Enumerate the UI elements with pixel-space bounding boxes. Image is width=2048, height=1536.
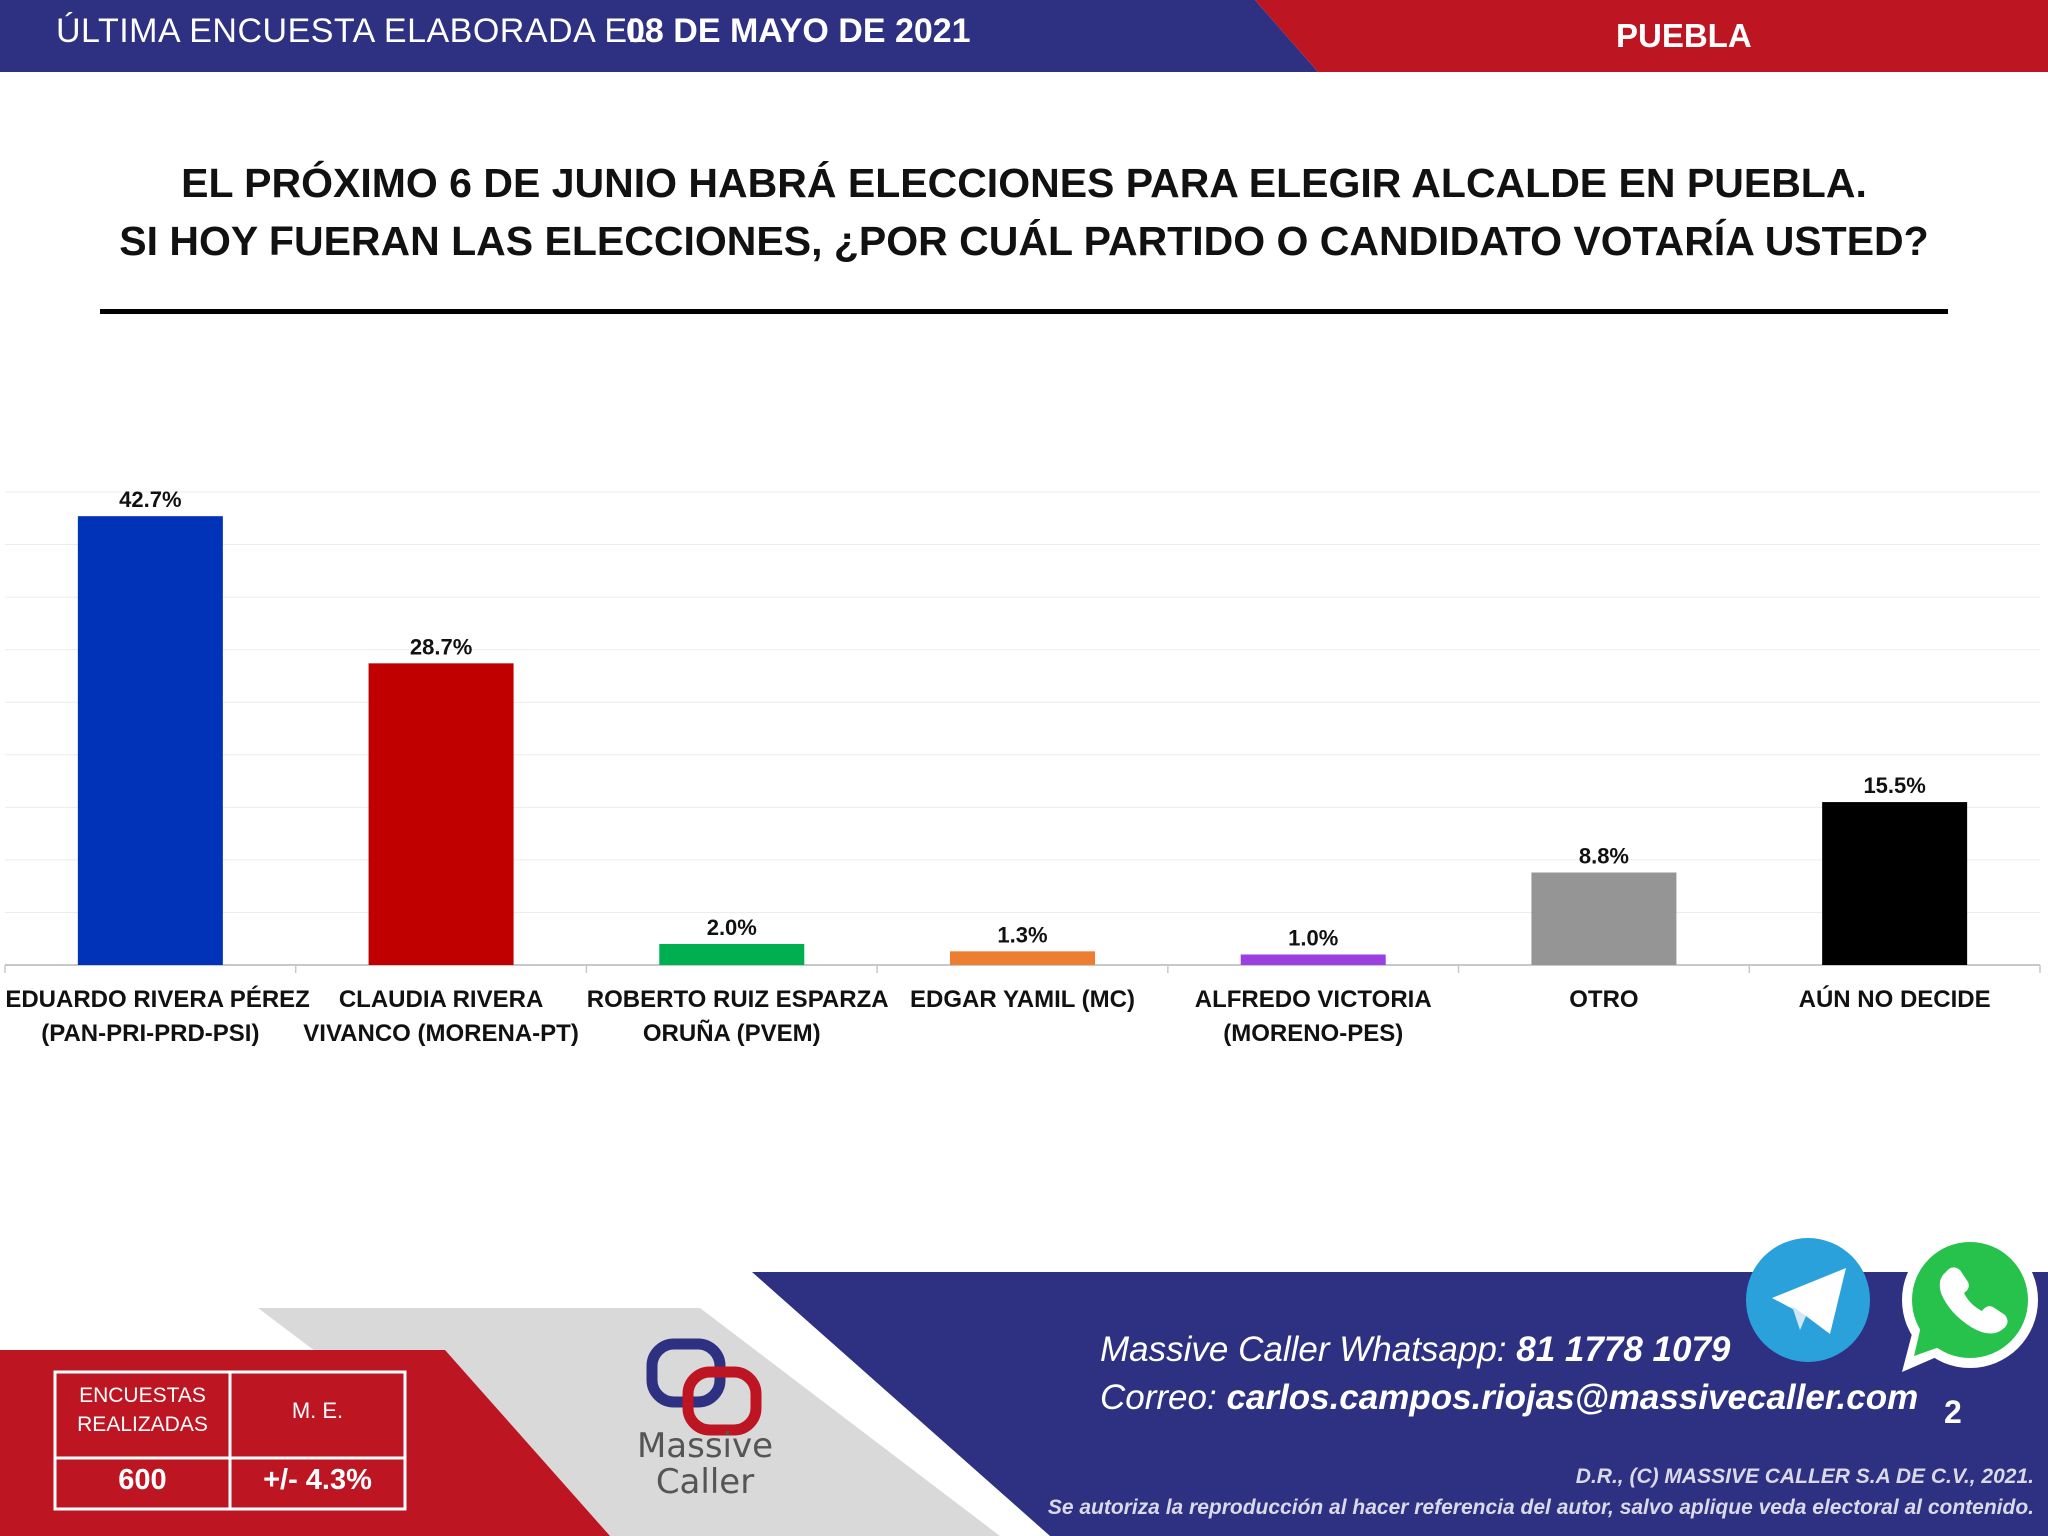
margin-of-error-value: +/- 4.3%	[263, 1464, 372, 1496]
category-label: OTRO	[1459, 983, 1749, 1017]
survey-date: 08 DE MAYO DE 2021	[626, 12, 971, 50]
category-label: ROBERTO RUIZ ESPARZA ORUÑA (PVEM)	[586, 983, 889, 1051]
bar	[950, 951, 1095, 965]
category-label: AÚN NO DECIDE	[1750, 983, 2040, 1017]
logo-wordmark: Massive Caller	[636, 1426, 774, 1502]
category-label-line: (MORENO-PES)	[1223, 1020, 1404, 1047]
title-divider	[100, 309, 1948, 314]
header-banner	[0, 0, 2048, 72]
category-label-line: ROBERTO RUIZ ESPARZA	[586, 986, 889, 1013]
footer-red-band	[0, 1350, 610, 1536]
bar	[659, 943, 805, 965]
category-label: CLAUDIA RIVERA VIVANCO (MORENA-PT)	[296, 983, 586, 1051]
data-label: 8.8%	[1579, 844, 1629, 869]
bar	[1531, 872, 1677, 965]
question-line-1: EL PRÓXIMO 6 DE JUNIO HABRÁ ELECCIONES P…	[181, 160, 1867, 206]
bar	[368, 663, 514, 965]
whatsapp-icon[interactable]	[1902, 1232, 2038, 1372]
email-link[interactable]: carlos.campos.riojas@massivecaller.com	[1226, 1378, 1919, 1417]
survey-stats-box	[53, 1370, 407, 1511]
bar	[1822, 802, 1968, 965]
email-label: Correo:	[1100, 1378, 1217, 1417]
category-label-line: ALFREDO VICTORIA	[1194, 986, 1432, 1013]
category-label: EDGAR YAMIL (MC)	[878, 983, 1168, 1017]
email-contact: Correo: carlos.campos.riojas@massivecall…	[1100, 1378, 1918, 1418]
category-label: EDUARDO RIVERA PÉREZ (PAN-PRI-PRD-PSI)	[5, 983, 310, 1051]
category-label-line: AÚN NO DECIDE	[1798, 986, 1991, 1013]
header-red-band	[1255, 0, 2048, 72]
whatsapp-contact: Massive Caller Whatsapp: 81 1778 1079	[1100, 1330, 1730, 1370]
data-label: 42.7%	[119, 487, 181, 512]
survey-date-prefix: ÚLTIMA ENCUESTA ELABORADA EL	[56, 12, 647, 50]
whatsapp-number[interactable]: 81 1778 1079	[1516, 1330, 1731, 1369]
whatsapp-label: Massive Caller Whatsapp:	[1100, 1330, 1507, 1369]
region-label: PUEBLA	[1616, 17, 1752, 54]
data-label: 15.5%	[1863, 773, 1925, 798]
category-label-line: VIVANCO (MORENA-PT)	[303, 1020, 579, 1047]
margin-of-error-label: M. E.	[291, 1398, 344, 1423]
page-number: 2	[1944, 1394, 1962, 1430]
data-label: 1.3%	[997, 922, 1047, 947]
footer-blue-band	[752, 1272, 2048, 1536]
copyright-line-2: Se autoriza la reproducción al hacer ref…	[1047, 1496, 2034, 1519]
vote-intention-bar-chart: 42.7% 28.7% 2.0% 1.3% 1.0% 8.8% 15.5%	[4, 487, 2041, 973]
category-label-line: (PAN-PRI-PRD-PSI)	[41, 1020, 260, 1047]
massive-caller-logo	[646, 1338, 762, 1436]
header-blue-band	[0, 0, 1318, 72]
category-label: ALFREDO VICTORIA (MORENO-PES)	[1168, 983, 1458, 1051]
surveys-label: ENCUESTAS REALIZADAS	[77, 1384, 208, 1436]
surveys-value: 600	[118, 1464, 167, 1496]
category-label-line: CLAUDIA RIVERA	[338, 986, 544, 1013]
category-label-line: EDUARDO RIVERA PÉREZ	[5, 986, 310, 1013]
category-label-line: EDGAR YAMIL (MC)	[910, 986, 1135, 1013]
copyright-line-1: D.R., (C) MASSIVE CALLER S.A DE C.V., 20…	[1575, 1465, 2034, 1488]
data-label: 2.0%	[707, 915, 757, 940]
category-label-line: ORUÑA (PVEM)	[642, 1020, 821, 1047]
telegram-icon[interactable]	[1746, 1238, 1870, 1362]
bar	[77, 516, 223, 965]
data-label: 1.0%	[1288, 925, 1338, 950]
question-line-2: SI HOY FUERAN LAS ELECCIONES, ¿POR CUÁL …	[119, 218, 1929, 264]
data-label: 28.7%	[410, 634, 472, 659]
bar	[1240, 954, 1386, 965]
category-label-line: OTRO	[1569, 986, 1639, 1013]
